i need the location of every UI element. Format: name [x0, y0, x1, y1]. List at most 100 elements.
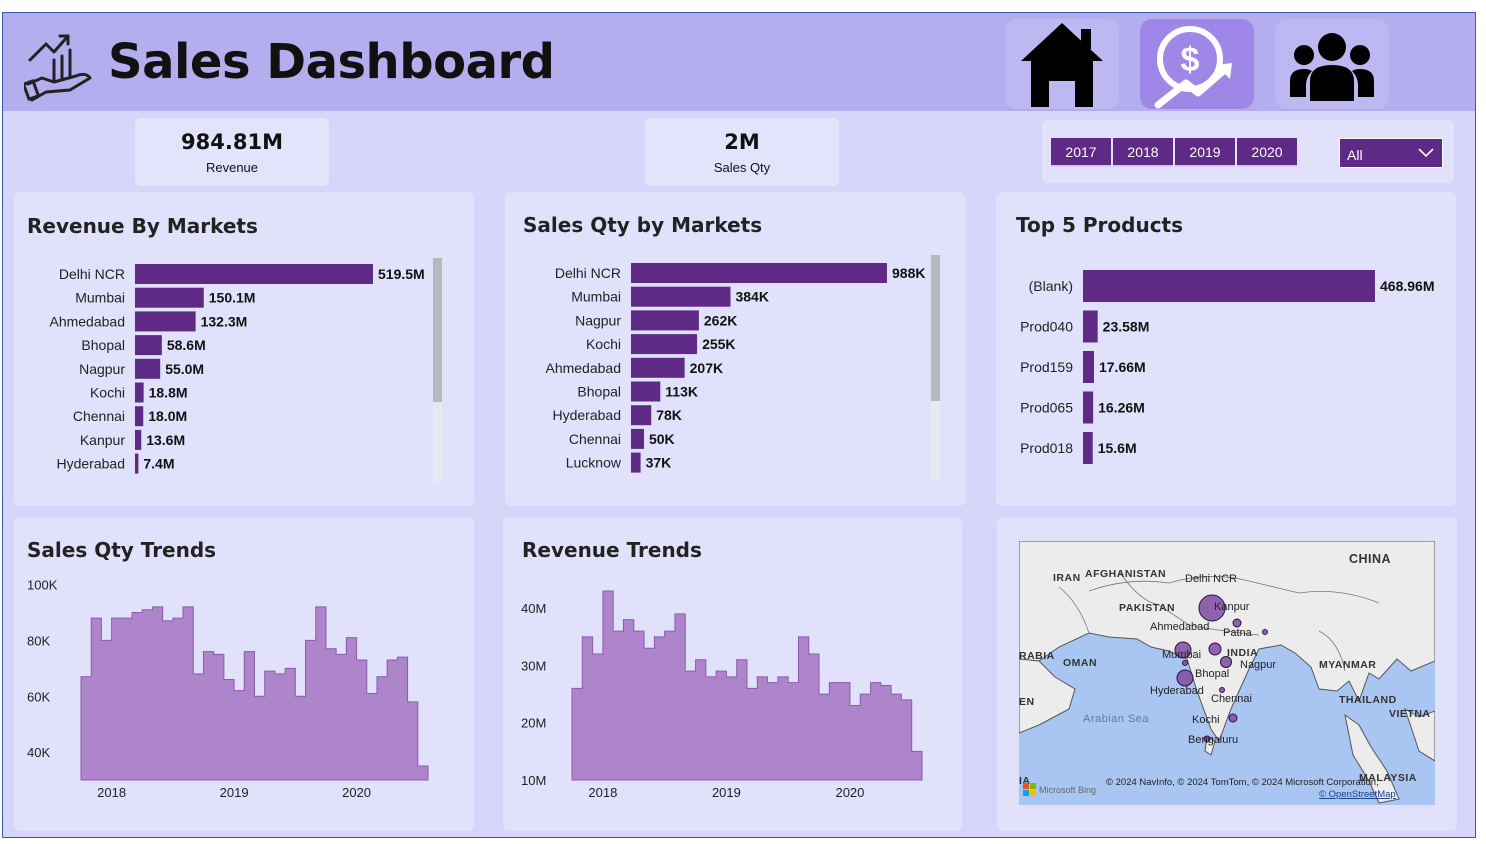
scrollbar-thumb[interactable]: [931, 255, 940, 401]
bar-category-label: (Blank): [1029, 278, 1073, 294]
bar[interactable]: [135, 453, 139, 474]
bar[interactable]: [631, 263, 887, 283]
bar-category-label: Bhopal: [577, 384, 621, 400]
bar[interactable]: [135, 287, 204, 308]
bar-category-label: Chennai: [73, 408, 125, 424]
revenue-growth-icon: $: [1154, 26, 1232, 109]
bar-category-label: Ahmedabad: [545, 360, 621, 376]
map-bubble-patna[interactable]: [1262, 629, 1268, 635]
year-button-2018[interactable]: 2018: [1113, 138, 1173, 167]
home-icon: [1021, 23, 1103, 107]
x-tick-label: 2020: [835, 785, 864, 800]
map-label-afghanistan: AFGHANISTAN: [1085, 568, 1166, 580]
bar[interactable]: [631, 452, 641, 473]
bar[interactable]: [1083, 351, 1094, 383]
market-dropdown[interactable]: All: [1339, 138, 1443, 168]
map-bubble-delhi[interactable]: [1198, 594, 1226, 622]
map-bubble-ahmedabad[interactable]: [1174, 641, 1192, 659]
x-tick-label: 2018: [588, 785, 617, 800]
bar-value-label: 384K: [735, 289, 768, 305]
top-5-products-chart: (Blank) 468.96M Prod040 23.58M Prod159 17.66M…: [1020, 270, 1434, 464]
bar-value-label: 15.6M: [1098, 440, 1137, 456]
year-button-2020[interactable]: 2020: [1237, 138, 1297, 167]
map-bubble-kochi[interactable]: [1228, 713, 1238, 723]
map-label-pakistan: PAKISTAN: [1119, 602, 1175, 614]
bar[interactable]: [631, 357, 685, 378]
bar[interactable]: [135, 382, 144, 403]
x-tick-label: 2020: [342, 785, 371, 800]
bar-value-label: 23.58M: [1103, 319, 1150, 335]
bar-value-label: 262K: [704, 312, 737, 328]
bar-value-label: 113K: [665, 384, 698, 400]
map-bubble-hyderabad[interactable]: [1176, 669, 1194, 687]
x-tick-label: 2019: [712, 785, 741, 800]
bar[interactable]: [1083, 432, 1093, 464]
bar[interactable]: [631, 310, 699, 331]
bar[interactable]: [1083, 310, 1098, 343]
area-series[interactable]: [80, 606, 429, 781]
bar-category-label: Lucknow: [566, 455, 622, 471]
year-button-2017[interactable]: 2017: [1051, 138, 1111, 167]
map-bubble-bhopal[interactable]: [1220, 656, 1232, 668]
sales-qty-by-markets-chart: Delhi NCR 988K Mumbai 384K Nagpur 262K Kochi 25…: [545, 255, 940, 481]
bar-value-label: 18.0M: [148, 408, 187, 424]
map-city-chennai: Chennai: [1211, 693, 1252, 705]
bar[interactable]: [135, 358, 161, 379]
bar-category-label: Prod040: [1020, 319, 1073, 335]
bar[interactable]: [135, 335, 162, 356]
sales-qty-by-markets-title: Sales Qty by Markets: [523, 213, 763, 237]
page-title: Sales Dashboard: [108, 34, 555, 90]
map-city-bhopal: Bhopal: [1195, 668, 1229, 680]
map-city-kanpur: Kanpur: [1214, 601, 1250, 613]
sales-qty-trends-chart: 40K 60K 80K 100K 2018 2019 2020: [27, 578, 429, 800]
nav-home-button[interactable]: [1005, 19, 1119, 109]
markets-map[interactable]: CHINA IRAN AFGHANISTAN PAKISTAN INDIA OM…: [1019, 541, 1435, 805]
bar-category-label: Nagpur: [575, 312, 621, 328]
bar[interactable]: [135, 406, 144, 427]
bar[interactable]: [135, 429, 142, 450]
map-bubble-chennai[interactable]: [1219, 687, 1225, 693]
map-city-kochi: Kochi: [1192, 714, 1220, 726]
bar-value-label: 255K: [702, 336, 735, 352]
sales-qty-trends-panel: Sales Qty Trends 40K 60K 80K 100K 2018 2019 20…: [14, 517, 474, 831]
scrollbar-thumb[interactable]: [433, 258, 442, 402]
nav-customers-button[interactable]: [1275, 19, 1389, 109]
bar[interactable]: [631, 286, 731, 307]
map-city-patna: Patna: [1223, 627, 1253, 639]
bar[interactable]: [631, 334, 698, 355]
nav-revenue-button[interactable]: $: [1140, 19, 1254, 109]
bar[interactable]: [631, 405, 652, 426]
revenue-trends-title: Revenue Trends: [522, 538, 702, 562]
y-tick-label: 40K: [27, 745, 50, 760]
bar-category-label: Prod065: [1020, 400, 1073, 416]
bar-value-label: 58.6M: [167, 337, 206, 353]
bar-category-label: Prod018: [1020, 440, 1073, 456]
svg-text:$: $: [1181, 41, 1200, 79]
year-button-2019[interactable]: 2019: [1175, 138, 1235, 167]
map-bubble-kanpur[interactable]: [1232, 618, 1242, 628]
area-series[interactable]: [571, 590, 923, 781]
bar-category-label: Mumbai: [571, 289, 621, 305]
bar-value-label: 17.66M: [1099, 359, 1146, 375]
bar-category-label: Ahmedabad: [49, 313, 125, 329]
bar[interactable]: [1083, 270, 1375, 302]
bar[interactable]: [631, 428, 644, 449]
bar[interactable]: [631, 381, 661, 402]
map-provider: Microsoft Bing: [1039, 785, 1096, 795]
bar-value-label: 18.8M: [149, 385, 188, 401]
map-bubble-bengaluru[interactable]: [1203, 735, 1211, 743]
bar-category-label: Kanpur: [80, 432, 125, 448]
bar-value-label: 37K: [646, 455, 672, 471]
bar-category-label: Mumbai: [75, 290, 125, 306]
map-label-rabia: RABIA: [1019, 650, 1055, 662]
bar[interactable]: [135, 311, 196, 332]
map-attribution-link[interactable]: © OpenStreetMap: [1319, 789, 1396, 800]
bar-category-label: Delhi NCR: [555, 265, 621, 281]
map-bubble-mumbai[interactable]: [1182, 660, 1188, 666]
map-bubble-nagpur[interactable]: [1208, 642, 1222, 656]
bar[interactable]: [135, 264, 373, 284]
bar[interactable]: [1083, 391, 1094, 424]
bar-value-label: 78K: [656, 407, 682, 423]
top-5-products-title: Top 5 Products: [1016, 213, 1184, 237]
revenue-by-markets-panel: Revenue By Markets Delhi NCR 519.5M Mumbai…: [14, 192, 474, 506]
